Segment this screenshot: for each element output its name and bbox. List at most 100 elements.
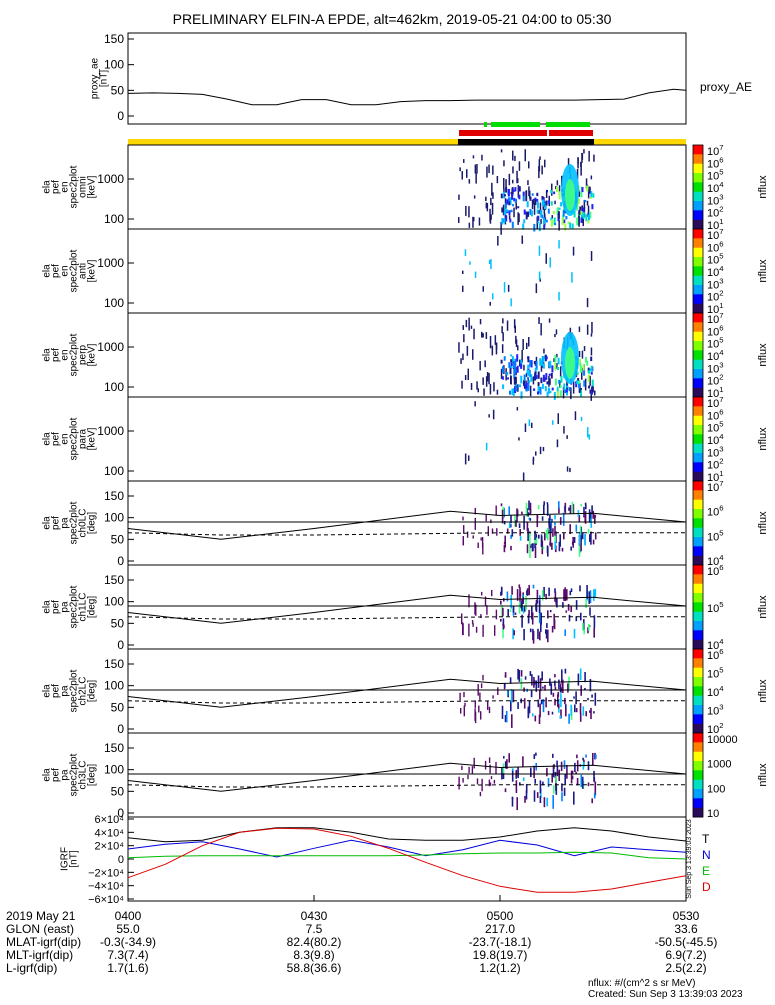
spec-pixel — [541, 199, 544, 206]
spec-pixel — [587, 205, 590, 213]
pa-pixel — [491, 528, 494, 534]
axis-label-line: pa — [60, 601, 71, 613]
pa-pixel — [558, 501, 560, 509]
pa-pixel — [562, 512, 565, 526]
pa-pixel — [479, 791, 482, 797]
spec-pixel — [556, 186, 558, 193]
pa-pixel — [586, 585, 588, 599]
colorbar-title: nflux — [757, 343, 769, 367]
spec-pixel — [459, 167, 461, 172]
pa-pixel — [524, 676, 527, 680]
axis-label-line: ch0LC — [78, 509, 89, 538]
pa-pixel — [535, 752, 537, 756]
spec-pixel — [464, 453, 467, 465]
pa-pixel — [589, 590, 592, 604]
spec-pixel — [518, 161, 521, 171]
colorbar-segment — [693, 350, 703, 361]
colorbar-segment — [693, 229, 703, 239]
spec-pixel — [525, 372, 528, 377]
colorbar-segment — [693, 303, 703, 314]
pa-pixel — [573, 537, 576, 543]
pa-pixel — [582, 622, 584, 631]
spec-pixel — [578, 209, 581, 215]
pa-pixel — [594, 781, 597, 796]
pa-pixel — [581, 776, 584, 789]
pa-pixel — [568, 713, 570, 724]
spec-pixel — [492, 165, 494, 175]
spec-pixel — [472, 349, 474, 360]
spec-pixel — [473, 328, 475, 340]
spec-pixel — [535, 360, 538, 369]
spec-pixel — [526, 201, 529, 208]
pa-pixel — [554, 680, 556, 687]
colorbar-title-group: nflux — [757, 175, 769, 199]
spec-pixel — [577, 380, 580, 384]
pa-pixel — [570, 770, 573, 784]
colorbar-segment — [693, 583, 703, 594]
spec-pixel — [590, 196, 592, 199]
spec-pixel — [524, 149, 526, 162]
pa-pixel — [553, 619, 556, 630]
pa-pixel — [548, 587, 550, 597]
spec-pixel — [551, 387, 554, 391]
pa-pixel — [578, 543, 581, 557]
pa-pixel — [559, 534, 561, 547]
spec-pixel — [529, 190, 531, 199]
spec-pixel — [505, 368, 507, 381]
colorbar-segment — [693, 789, 703, 799]
pa-pixel — [522, 756, 524, 768]
spec-pixel — [543, 218, 545, 225]
pa-pixel — [546, 797, 548, 807]
spec-pixel — [565, 389, 568, 393]
proxy-ae-line — [127, 88, 687, 106]
loss-cone-line — [127, 510, 687, 540]
y-tick-label: 150 — [104, 657, 124, 671]
pa-pixel — [593, 792, 596, 799]
pa-pixel — [556, 760, 558, 766]
pa-pixel — [468, 623, 470, 637]
colorbar-label: 107 — [707, 395, 724, 410]
vertical-stamp-group: Sun Sep 3 13:39:03 2023 — [686, 819, 693, 899]
pa-pixel — [519, 593, 521, 602]
pa-pixel — [508, 753, 510, 763]
spec-pixel — [510, 209, 513, 213]
colorbar-title-group: nflux — [757, 343, 769, 367]
spec-pixel — [513, 378, 516, 385]
spec-pixel — [514, 385, 517, 393]
pa-pixel — [501, 605, 503, 618]
pa-pixel — [534, 530, 536, 540]
spec-pixel — [581, 350, 584, 359]
spec-pixel — [550, 219, 553, 227]
axis-label-line: en — [60, 433, 71, 444]
pa-pixel — [529, 545, 531, 559]
pa-pixel — [489, 764, 491, 774]
axis-label-line: [deg] — [87, 680, 98, 702]
spec-pixel — [465, 205, 467, 216]
colorbar-segment — [693, 406, 703, 417]
axis-label-line: [keV] — [87, 175, 98, 198]
pa-pixel — [585, 599, 587, 609]
pa-pixel — [554, 771, 557, 779]
colorbar-label: 104 — [707, 348, 724, 363]
spec-pixel — [545, 200, 548, 206]
spec-pixel — [516, 354, 519, 362]
panel-frame — [127, 648, 687, 734]
spec-pixel — [501, 326, 503, 334]
spec-pixel — [539, 446, 542, 455]
pa-pixel — [461, 765, 463, 770]
axis-label-line: pa — [60, 769, 71, 781]
colorbar-segment — [693, 387, 703, 398]
spec-pixel — [544, 386, 547, 392]
spec-pixel — [540, 209, 543, 218]
spec-pixel — [462, 285, 464, 292]
spec-pixel — [523, 209, 526, 215]
table-row-label: 2019 May 21 — [6, 909, 76, 923]
spec-pixel — [485, 332, 488, 339]
colorbar-label: 103 — [707, 192, 724, 207]
spec-pixel — [505, 215, 508, 222]
spec-pixel — [578, 326, 581, 332]
pa-pixel — [536, 514, 539, 528]
